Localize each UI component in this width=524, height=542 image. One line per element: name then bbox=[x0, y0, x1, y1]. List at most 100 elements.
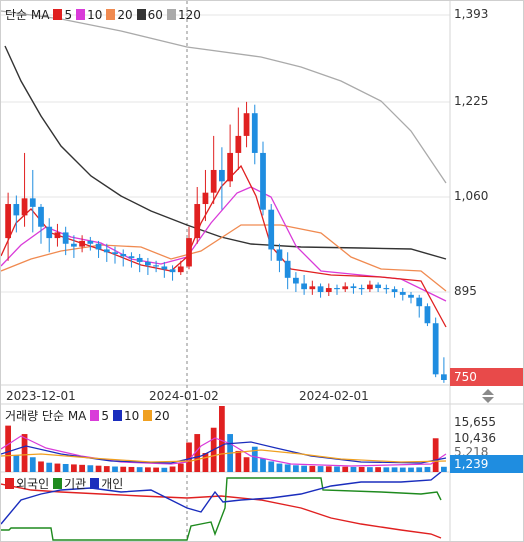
investor-value: 외국인 bbox=[16, 477, 50, 491]
volume-bar bbox=[399, 467, 406, 472]
volume-bar bbox=[416, 467, 423, 472]
volume-ma-value: 20 bbox=[154, 409, 170, 423]
candle-body bbox=[136, 257, 143, 262]
investor-swatch bbox=[5, 478, 14, 489]
volume-bar bbox=[103, 466, 110, 472]
candle-body bbox=[161, 266, 168, 270]
volume-bar bbox=[325, 466, 332, 472]
volume-bar bbox=[441, 466, 447, 472]
candle-body bbox=[243, 113, 250, 136]
volume-ma-value: 10 bbox=[124, 409, 140, 423]
candle-body bbox=[350, 286, 357, 289]
date-axis-label: 2023-12-01 bbox=[6, 389, 76, 403]
candle-body bbox=[38, 206, 44, 227]
investor-value: 개인 bbox=[101, 477, 124, 491]
volume-bar bbox=[276, 463, 283, 472]
candle-body bbox=[260, 152, 266, 210]
volume-bar bbox=[268, 461, 275, 472]
current-price-tag: 750 bbox=[450, 368, 523, 386]
volume-bar bbox=[54, 463, 61, 472]
volume-bar bbox=[260, 458, 266, 472]
ma120-line bbox=[1, 10, 447, 184]
volume-bar bbox=[136, 467, 143, 472]
candle-body bbox=[268, 209, 275, 250]
volume-ma20-line bbox=[1, 449, 447, 463]
price-ma-value: 120 bbox=[177, 8, 201, 22]
candle-body bbox=[219, 169, 225, 182]
candle-body bbox=[235, 135, 242, 153]
volume-bar bbox=[334, 466, 340, 472]
volume-bar bbox=[251, 446, 258, 472]
volume-bar bbox=[71, 464, 77, 472]
volume-ma-legend-label: 거래량 단순 MA bbox=[5, 409, 87, 423]
volume-bar bbox=[383, 467, 390, 472]
volume-bar bbox=[21, 434, 28, 472]
candle-body bbox=[325, 288, 332, 293]
candle-body bbox=[399, 292, 406, 295]
volume-axis-tick: 10,436 bbox=[454, 431, 496, 445]
candle-body bbox=[13, 204, 20, 216]
volume-bar bbox=[95, 465, 102, 472]
price-axis-tick: 1,393 bbox=[454, 7, 489, 21]
institution-line bbox=[1, 477, 442, 541]
volume-bar bbox=[112, 466, 118, 472]
volume-bar bbox=[391, 467, 398, 472]
volume-bar bbox=[79, 464, 85, 472]
volume-ma-value: 5 bbox=[101, 409, 110, 423]
volume-bar bbox=[284, 464, 291, 472]
volume-bar bbox=[408, 467, 414, 472]
price-ma-swatch bbox=[53, 9, 63, 20]
price-ma-swatch bbox=[76, 9, 86, 20]
ma20-line bbox=[1, 224, 447, 292]
volume-ma-legend: 거래량 단순 MA 5 10 20 bbox=[5, 407, 170, 424]
volume-ma-lines bbox=[1, 435, 447, 467]
candle-body bbox=[391, 289, 398, 293]
candle-body bbox=[169, 269, 176, 273]
volume-bar bbox=[342, 466, 349, 472]
candle-body bbox=[95, 243, 102, 250]
volume-bar bbox=[128, 466, 135, 472]
price-ma-value: 20 bbox=[117, 8, 133, 22]
candle-body bbox=[54, 232, 61, 239]
investor-swatch bbox=[53, 478, 63, 489]
volume-bar bbox=[375, 467, 381, 472]
candle-body bbox=[284, 260, 291, 278]
price-ma-legend-label: 단순 MA bbox=[5, 8, 50, 22]
volume-bar bbox=[235, 450, 242, 472]
price-ma-swatch bbox=[106, 9, 116, 20]
price-ma-value: 60 bbox=[147, 8, 163, 22]
candle-body bbox=[177, 266, 184, 273]
candle-body bbox=[375, 284, 381, 289]
volume-bar bbox=[87, 465, 94, 472]
candle-body bbox=[112, 252, 118, 254]
date-axis-label: 2024-02-01 bbox=[299, 389, 369, 403]
candle-body bbox=[251, 113, 258, 153]
candle-body bbox=[186, 238, 192, 267]
candle-body bbox=[71, 243, 77, 247]
candle-body bbox=[317, 286, 324, 293]
candle-body bbox=[103, 249, 110, 253]
volume-bar bbox=[120, 466, 127, 472]
foreign-investor-line bbox=[1, 483, 442, 539]
volume-bar bbox=[46, 462, 53, 472]
volume-bar bbox=[5, 425, 11, 472]
volume-bar bbox=[202, 453, 209, 472]
scale-toggle-icon[interactable] bbox=[480, 387, 496, 405]
price-axis-tick: 895 bbox=[454, 284, 477, 298]
price-ma-value: 10 bbox=[87, 8, 103, 22]
volume-bar bbox=[62, 463, 69, 472]
candle-body bbox=[358, 288, 365, 290]
price-ma-value: 5 bbox=[64, 8, 73, 22]
candle-body bbox=[227, 152, 233, 182]
volume-bar bbox=[38, 461, 44, 472]
candle-body bbox=[120, 253, 127, 257]
volume-bar bbox=[219, 406, 225, 472]
price-ma-legend: 단순 MA 5 10 20 60 120 bbox=[5, 6, 201, 23]
price-ma-swatch bbox=[136, 9, 146, 20]
candle-body bbox=[153, 265, 159, 267]
candle-body bbox=[334, 288, 340, 290]
investor-value: 기관 bbox=[64, 477, 87, 491]
candle-body bbox=[202, 192, 209, 205]
candle-body bbox=[194, 204, 201, 239]
candle-body bbox=[87, 240, 94, 244]
